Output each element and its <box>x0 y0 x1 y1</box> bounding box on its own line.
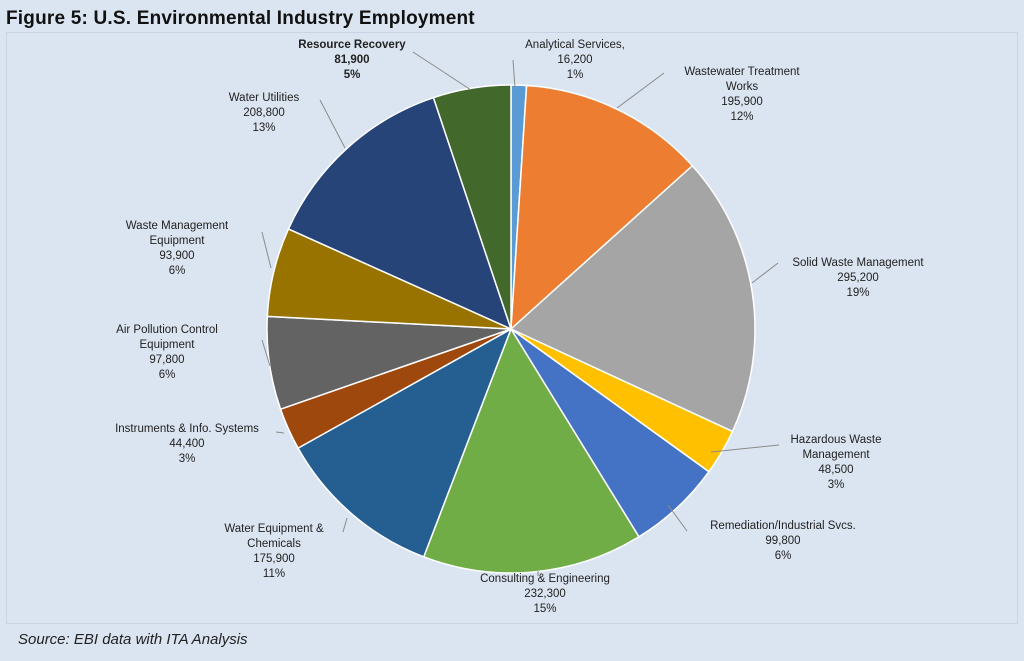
leader-line <box>261 231 272 269</box>
slice-label-line: 295,200 <box>837 272 879 284</box>
slice-label: Air Pollution Control Equipment 97,800 6% <box>116 324 218 381</box>
slice-label: Waste Management Equipment 93,900 6% <box>126 220 229 277</box>
slice-label-line: Equipment <box>150 235 206 247</box>
slice-label-line: 12% <box>730 111 753 123</box>
source-note: Source: EBI data with ITA Analysis <box>18 631 248 648</box>
pie-slice <box>287 96 513 331</box>
slice-label-line: 19% <box>846 287 869 299</box>
slice-label: Water Equipment & Chemicals 175,900 11% <box>224 523 324 580</box>
slice-label-line: 13% <box>252 122 275 134</box>
slice-label-line: 195,900 <box>721 96 763 108</box>
pie-slice <box>432 84 512 330</box>
leader-lines <box>261 51 780 576</box>
pie-slice <box>509 164 756 433</box>
slice-label: Solid Waste Management 295,200 19% <box>792 257 924 299</box>
leader-line <box>616 72 665 109</box>
slice-label-line: 1% <box>567 69 584 81</box>
slice-label-line: 11% <box>263 568 285 580</box>
slice-label-line: 48,500 <box>818 464 853 476</box>
slice-label: Hazardous Waste Management 48,500 3% <box>791 434 882 491</box>
slice-label-line: 5% <box>344 69 361 81</box>
slice-label-line: Consulting & Engineering <box>480 573 610 585</box>
slice-label-line: Instruments & Info. Systems <box>115 423 259 435</box>
slice-label: Water Utilities 208,800 13% <box>229 92 300 134</box>
slice-label: Instruments & Info. Systems 44,400 3% <box>115 423 259 465</box>
slice-label-line: 81,900 <box>334 54 369 66</box>
slice-label-line: Water Utilities <box>229 92 300 104</box>
pie-slice <box>422 327 640 574</box>
slice-label-line: Management <box>802 449 870 461</box>
pie-slice <box>510 84 694 331</box>
slice-label-line: 6% <box>775 550 792 562</box>
slice-label-line: 175,900 <box>253 553 295 565</box>
leader-line <box>342 517 348 533</box>
slice-label-line: 232,300 <box>524 588 566 600</box>
slice-label-line: 16,200 <box>557 54 592 66</box>
leader-line <box>275 431 285 434</box>
leader-line <box>751 262 779 284</box>
slice-label-line: Waste Management <box>126 220 229 232</box>
slice-label-line: Water Equipment & <box>224 523 324 535</box>
leader-line <box>710 444 780 453</box>
slice-label-line: 15% <box>533 603 556 615</box>
slice-label-line: Chemicals <box>247 538 301 550</box>
slice-label-line: Wastewater Treatment <box>684 66 800 78</box>
leader-line <box>512 59 516 89</box>
pie-slice <box>297 327 513 558</box>
slice-label-line: 6% <box>169 265 186 277</box>
chart-title: Figure 5: U.S. Environmental Industry Em… <box>6 8 475 29</box>
slice-label: Remediation/Industrial Svcs. 99,800 6% <box>710 520 856 562</box>
slice-label-line: 3% <box>828 479 845 491</box>
slice-label-line: 44,400 <box>169 438 204 450</box>
leader-line <box>667 504 688 532</box>
slice-label-line: Solid Waste Management <box>792 257 924 269</box>
slice-label-line: Resource Recovery <box>298 39 406 51</box>
pie-slices <box>266 84 756 574</box>
slice-label: Consulting & Engineering 232,300 15% <box>480 573 610 615</box>
slice-label: Analytical Services, 16,200 1% <box>525 39 625 81</box>
slice-labels: Analytical Services, 16,200 1% Wastewater T… <box>115 39 924 615</box>
slice-label-line: 208,800 <box>243 107 285 119</box>
slice-label-line: 3% <box>179 453 196 465</box>
slice-label-line: Air Pollution Control <box>116 324 218 336</box>
slice-label: Wastewater Treatment Works 195,900 12% <box>684 66 800 123</box>
leader-line <box>412 51 472 91</box>
slice-label-line: 6% <box>159 369 176 381</box>
slice-label-line: 97,800 <box>149 354 184 366</box>
slice-label-line: Hazardous Waste <box>791 434 882 446</box>
slice-label: Resource Recovery 81,900 5% <box>298 39 406 81</box>
slice-label-line: Equipment <box>140 339 196 351</box>
slice-label-line: 99,800 <box>765 535 800 547</box>
slice-label-line: Analytical Services, <box>525 39 625 51</box>
slice-label-line: Works <box>726 81 759 93</box>
slice-label-line: 93,900 <box>159 250 194 262</box>
leader-line <box>319 99 346 149</box>
slice-label-line: Remediation/Industrial Svcs. <box>710 520 856 532</box>
leader-line <box>261 339 271 367</box>
